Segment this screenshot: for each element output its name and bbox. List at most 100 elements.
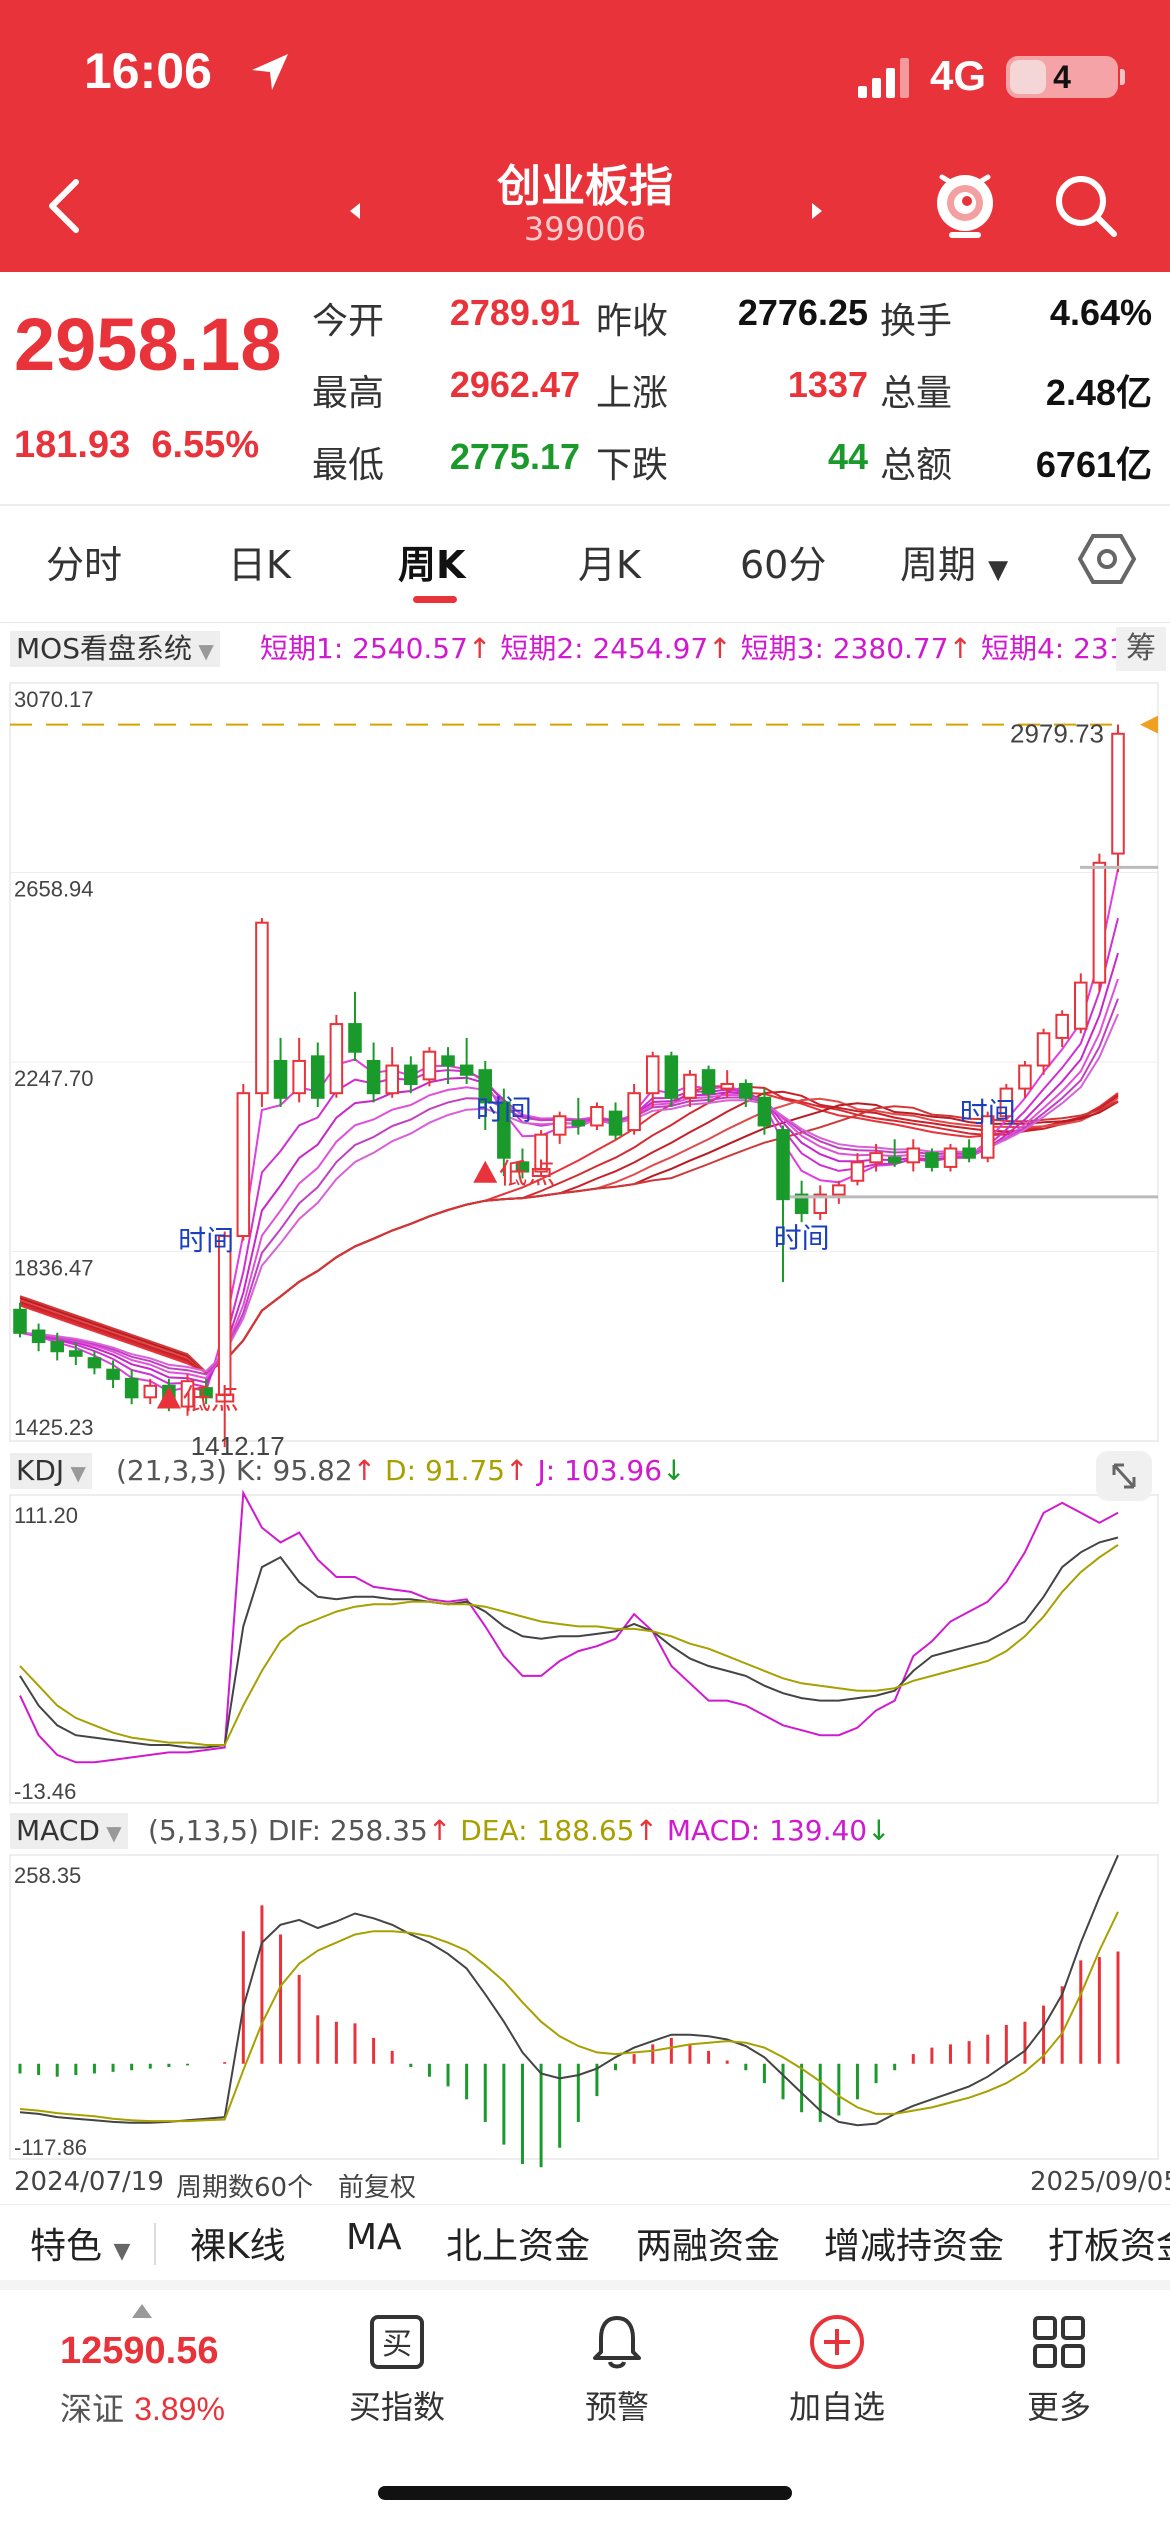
menu-limit-up-funds[interactable]: 打板资金 — [1048, 2226, 1170, 2267]
menu-featured[interactable]: 特色 ▼ — [30, 2226, 131, 2267]
candle-body — [255, 921, 269, 1095]
candle-body — [366, 1059, 381, 1095]
price-axis-label: 2658.94 — [14, 877, 94, 902]
candle-body — [813, 1193, 828, 1215]
tab-monthly-k[interactable]: 月K — [578, 543, 641, 587]
start-date: 2024/07/19 — [14, 2167, 164, 2197]
quote-label: 上涨 — [596, 373, 669, 414]
candle-body — [925, 1152, 939, 1168]
period-count: 周期数60个 — [176, 2173, 314, 2203]
tab-weekly-k[interactable]: 周K — [398, 543, 466, 587]
time-annotation: 时间 — [774, 1221, 830, 1254]
candle-body — [590, 1106, 604, 1127]
menu-holdings-change[interactable]: 增减持资金 — [824, 2226, 1005, 2267]
quote-value: 2789.91 — [449, 292, 580, 333]
candle-body — [962, 1147, 976, 1159]
back-arrow-icon[interactable] — [42, 178, 88, 234]
home-indicator — [378, 2486, 792, 2500]
network-type: 4G — [930, 52, 987, 99]
short-term-ma-line — [19, 1013, 1119, 1373]
tab-period-dropdown[interactable]: 周期 ▼ — [900, 543, 1009, 587]
tab-60min[interactable]: 60分 — [740, 543, 827, 587]
quote-value: 2776.25 — [737, 292, 868, 333]
quote-value: 44 — [827, 436, 868, 477]
menu-northbound[interactable]: 北上资金 — [446, 2226, 591, 2267]
end-date: 2025/09/05 — [1030, 2167, 1170, 2197]
short-term-ma-line — [19, 998, 1119, 1376]
assistant-robot-icon[interactable] — [930, 165, 1000, 243]
buy-icon: 买 — [370, 2315, 424, 2369]
index-ticker-name[interactable]: 深证 3.89% — [60, 2390, 225, 2428]
add-watchlist-button[interactable]: 加自选 — [762, 2312, 912, 2432]
candle-body — [701, 1069, 716, 1095]
candle-body — [832, 1184, 846, 1196]
quote-label: 最低 — [312, 445, 385, 486]
candle-body — [459, 1064, 474, 1076]
macd-legend: (5,13,5) DIF: 258.35↑ DEA: 188.65↑ MACD:… — [148, 1814, 891, 1847]
quote-label: 总量 — [880, 373, 953, 414]
candle-body — [31, 1329, 46, 1344]
candle-body — [720, 1082, 734, 1090]
header-bar: 16:06 4G 4 创业板指 399006 — [0, 0, 1170, 272]
chart-footer: 2024/07/19 周期数60个 前复权 2025/09/05 — [0, 2161, 1170, 2205]
more-button[interactable]: 更多 — [984, 2312, 1134, 2432]
alert-button[interactable]: 预警 — [542, 2312, 692, 2432]
hexagon-settings-icon[interactable] — [1078, 530, 1136, 588]
main-indicator-bar: MOS看盘系统 ▼ 短期1: 2540.57↑ 短期2: 2454.97↑ 短期… — [0, 627, 1170, 671]
tab-intraday[interactable]: 分时 — [46, 543, 123, 587]
candle-body — [739, 1082, 753, 1099]
candle-body — [534, 1133, 548, 1173]
candle-body — [571, 1119, 586, 1127]
main-indicator-select[interactable]: MOS看盘系统 ▼ — [10, 631, 220, 667]
adjust-mode: 前复权 — [338, 2173, 417, 2203]
candle-body — [664, 1055, 679, 1099]
candle-body — [757, 1096, 772, 1127]
menu-bare-k[interactable]: 裸K线 — [190, 2226, 286, 2267]
next-stock-icon[interactable] — [806, 200, 828, 222]
candle-body — [69, 1350, 83, 1357]
macd-indicator-bar: MACD ▼ (5,13,5) DIF: 258.35↑ DEA: 188.65… — [0, 1809, 1170, 1853]
previous-stock-icon[interactable] — [344, 200, 366, 222]
tab-daily-k[interactable]: 日K — [228, 543, 291, 587]
candle-body — [515, 1161, 530, 1173]
candle-body — [645, 1055, 660, 1095]
candle-body — [87, 1357, 102, 1369]
current-price: 2958.18 — [14, 303, 282, 386]
expand-up-icon[interactable] — [132, 2304, 152, 2318]
candle-body — [236, 1092, 251, 1238]
kdj-d-line — [19, 1544, 1119, 1746]
quote-label: 总额 — [880, 445, 953, 486]
index-ticker-value[interactable]: 12590.56 — [60, 2330, 219, 2372]
quote-label: 最高 — [312, 373, 385, 414]
quote-value: 6761亿 — [1035, 444, 1152, 485]
battery-icon: 4 — [1006, 56, 1125, 98]
chevron-down-icon: ▼ — [113, 2239, 131, 2264]
macd-indicator-select[interactable]: MACD ▼ — [10, 1813, 128, 1849]
candle-body — [348, 1023, 362, 1053]
candle-body — [13, 1308, 27, 1334]
candle-body — [980, 1115, 995, 1159]
expand-icon[interactable] — [1096, 1451, 1152, 1501]
low-point-marker — [473, 1160, 498, 1183]
quote-value: 4.64% — [1049, 292, 1152, 333]
kline-chart[interactable]: 3070.17 2658.94 2247.70 1836.47 1425.23 2979.… — [0, 623, 1170, 2205]
macd-min-label: -117.86 — [14, 2135, 87, 2160]
menu-margin[interactable]: 两融资金 — [636, 2226, 781, 2267]
candle-body — [441, 1055, 455, 1067]
menu-ma[interactable]: MA — [346, 2217, 402, 2258]
quote-value: 2775.17 — [449, 436, 580, 477]
kdj-indicator-select[interactable]: KDJ ▼ — [10, 1453, 92, 1489]
chip-distribution-button[interactable]: 筹 — [1116, 627, 1166, 671]
chart-area[interactable]: 3070.17 2658.94 2247.70 1836.47 1425.23 2979.… — [0, 622, 1170, 2204]
macd-dif-line — [19, 1854, 1119, 2127]
candle-body — [794, 1193, 809, 1215]
candle-body — [1036, 1032, 1051, 1067]
candle-body — [850, 1161, 865, 1182]
buy-index-button[interactable]: 买 买指数 — [322, 2312, 472, 2432]
search-icon[interactable] — [1050, 170, 1120, 240]
menu-divider — [154, 2223, 156, 2265]
candle-body — [552, 1115, 567, 1136]
quote-value: 1337 — [787, 364, 868, 405]
candle-body — [217, 1235, 232, 1397]
candle-body — [124, 1377, 139, 1399]
